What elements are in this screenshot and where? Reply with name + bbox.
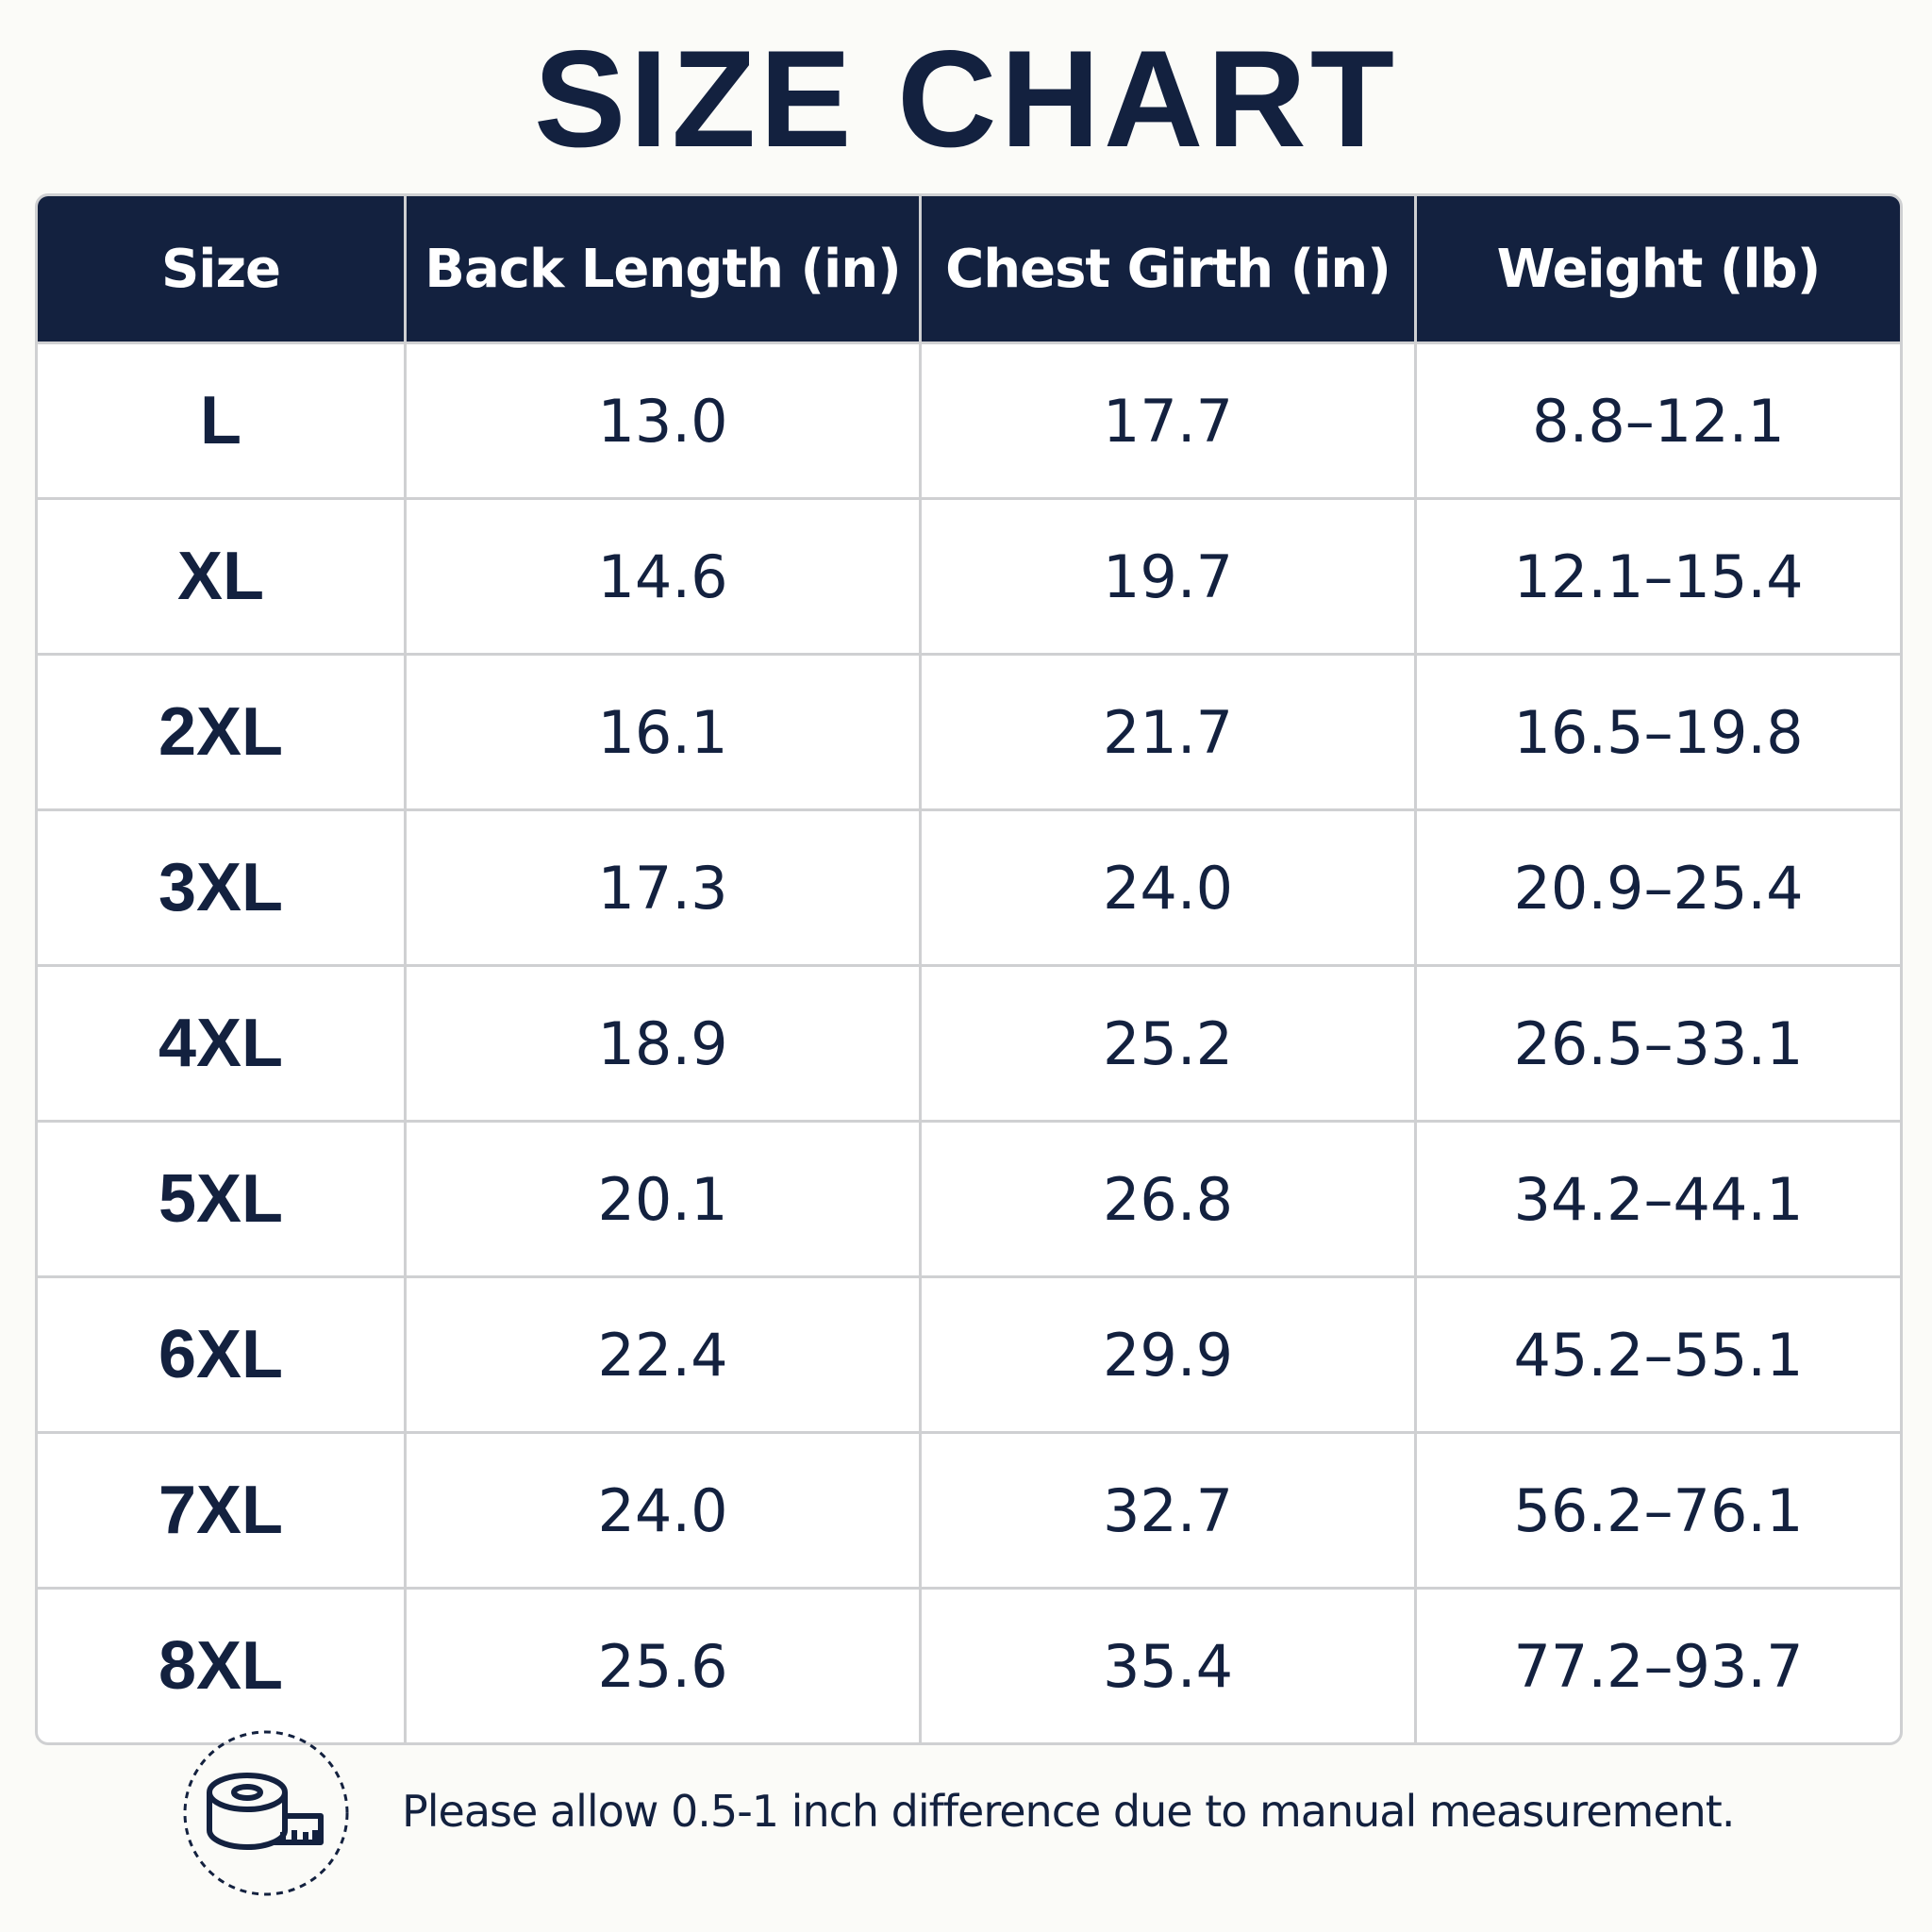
value-cell: 14.6	[407, 497, 922, 653]
size-cell: 7XL	[38, 1431, 407, 1587]
size-cell: 5XL	[38, 1120, 407, 1275]
value-cell: 24.0	[407, 1431, 922, 1587]
value-cell: 21.7	[922, 653, 1417, 808]
size-cell: XL	[38, 497, 407, 653]
value-cell: 20.1	[407, 1120, 922, 1275]
tape-measure-icon	[183, 1730, 349, 1896]
value-cell: 26.8	[922, 1120, 1417, 1275]
table-row: L 13.0 17.7 8.8–12.1	[38, 341, 1900, 497]
header-cell: Back Length (in)	[407, 196, 922, 341]
value-cell: 35.4	[922, 1587, 1417, 1742]
value-cell: 17.3	[407, 808, 922, 964]
table-row: 8XL 25.6 35.4 77.2–93.7	[38, 1587, 1900, 1742]
value-cell: 45.2–55.1	[1417, 1275, 1900, 1431]
value-cell: 18.9	[407, 964, 922, 1120]
value-cell: 25.6	[407, 1587, 922, 1742]
title: SIZE CHART	[534, 22, 1398, 175]
header-cell: Chest Girth (in)	[922, 196, 1417, 341]
table-row: 3XL 17.3 24.0 20.9–25.4	[38, 808, 1900, 964]
size-table: Size Back Length (in) Chest Girth (in) Weig…	[35, 193, 1903, 1745]
value-cell: 25.2	[922, 964, 1417, 1120]
header-cell: Size	[38, 196, 407, 341]
value-cell: 26.5–33.1	[1417, 964, 1900, 1120]
header-row: Size Back Length (in) Chest Girth (in) Weig…	[38, 196, 1900, 341]
size-cell: L	[38, 341, 407, 497]
value-cell: 17.7	[922, 341, 1417, 497]
value-cell: 19.7	[922, 497, 1417, 653]
size-cell: 4XL	[38, 964, 407, 1120]
value-cell: 24.0	[922, 808, 1417, 964]
table-row: 7XL 24.0 32.7 56.2–76.1	[38, 1431, 1900, 1587]
value-cell: 20.9–25.4	[1417, 808, 1900, 964]
table-row: 5XL 20.1 26.8 34.2–44.1	[38, 1120, 1900, 1275]
value-cell: 16.5–19.8	[1417, 653, 1900, 808]
table-row: 4XL 18.9 25.2 26.5–33.1	[38, 964, 1900, 1120]
value-cell: 16.1	[407, 653, 922, 808]
table-row: XL 14.6 19.7 12.1–15.4	[38, 497, 1900, 653]
value-cell: 8.8–12.1	[1417, 341, 1900, 497]
table-row: 2XL 16.1 21.7 16.5–19.8	[38, 653, 1900, 808]
size-cell: 8XL	[38, 1587, 407, 1742]
value-cell: 77.2–93.7	[1417, 1587, 1900, 1742]
size-cell: 2XL	[38, 653, 407, 808]
value-cell: 34.2–44.1	[1417, 1120, 1900, 1275]
size-cell: 6XL	[38, 1275, 407, 1431]
value-cell: 12.1–15.4	[1417, 497, 1900, 653]
value-cell: 56.2–76.1	[1417, 1431, 1900, 1587]
value-cell: 32.7	[922, 1431, 1417, 1587]
note: Please allow 0.5-1 inch difference due t…	[402, 1786, 1735, 1837]
table-body: L 13.0 17.7 8.8–12.1 XL 14.6 19.7 12.1–15.4 2XL 1…	[38, 341, 1900, 1742]
header-cell: Weight (lb)	[1417, 196, 1900, 341]
value-cell: 29.9	[922, 1275, 1417, 1431]
size-cell: 3XL	[38, 808, 407, 964]
table-row: 6XL 22.4 29.9 45.2–55.1	[38, 1275, 1900, 1431]
value-cell: 22.4	[407, 1275, 922, 1431]
value-cell: 13.0	[407, 341, 922, 497]
